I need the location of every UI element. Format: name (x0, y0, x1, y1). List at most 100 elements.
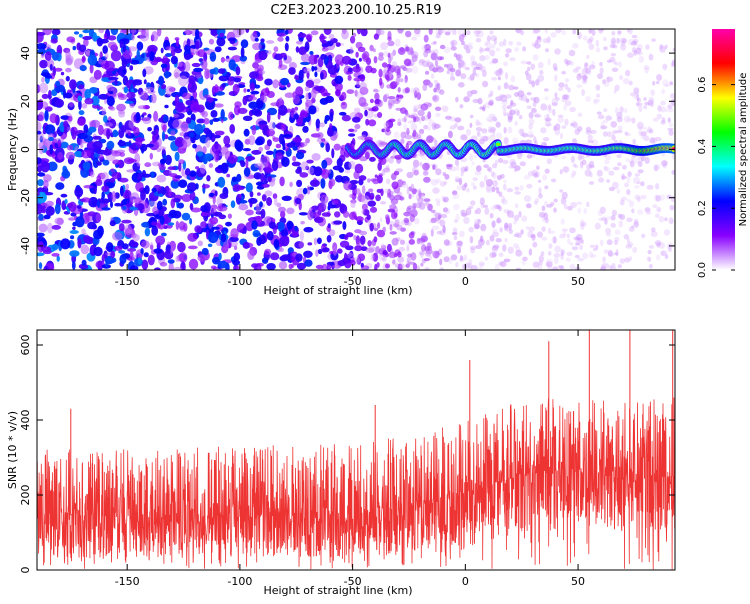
noise-blob (292, 137, 303, 143)
noise-blob (229, 40, 236, 44)
noise-blob (360, 195, 370, 204)
noise-blob (373, 33, 379, 40)
noise-blob (227, 154, 238, 164)
noise-blob (405, 242, 410, 248)
noise-blob (540, 127, 547, 134)
noise-blob (548, 108, 553, 114)
noise-blob (439, 219, 446, 227)
noise-blob (83, 235, 91, 243)
noise-blob (603, 36, 607, 42)
noise-blob (489, 235, 495, 242)
noise-blob (117, 140, 127, 147)
noise-blob (256, 236, 262, 246)
noise-blob (336, 157, 343, 168)
noise-blob (38, 111, 45, 122)
noise-blob (107, 257, 117, 264)
noise-blob (204, 68, 210, 80)
noise-blob (544, 185, 549, 190)
noise-blob (315, 249, 319, 257)
noise-blob (576, 84, 583, 88)
noise-blob (238, 186, 245, 191)
noise-blob (466, 128, 471, 136)
noise-blob (340, 101, 348, 110)
noise-blob (501, 104, 507, 110)
noise-blob (387, 30, 392, 40)
noise-blob (145, 143, 155, 148)
noise-blob (503, 209, 510, 214)
noise-blob (261, 194, 267, 202)
noise-blob (355, 51, 359, 58)
noise-blob (492, 180, 499, 187)
noise-blob (123, 86, 129, 94)
noise-blob (391, 237, 399, 246)
noise-blob (514, 120, 518, 126)
noise-blob (456, 240, 463, 246)
noise-blob (385, 178, 391, 185)
noise-blob (203, 94, 211, 99)
noise-blob (449, 125, 456, 130)
noise-blob (442, 196, 449, 203)
noise-blob (122, 205, 127, 210)
noise-blob (479, 235, 484, 243)
noise-blob (68, 217, 76, 221)
noise-blob (670, 218, 674, 224)
noise-blob (149, 51, 155, 62)
noise-blob (359, 156, 368, 162)
noise-blob (327, 128, 334, 137)
noise-blob (457, 247, 462, 254)
noise-blob (386, 84, 392, 89)
noise-blob (522, 46, 526, 52)
noise-blob (281, 195, 292, 201)
noise-blob (454, 176, 460, 183)
noise-blob (422, 162, 430, 171)
noise-blob (484, 207, 490, 215)
y-tick-label: 400 (19, 410, 32, 431)
noise-blob (600, 239, 604, 247)
noise-blob (125, 183, 129, 190)
noise-blob (51, 51, 59, 61)
noise-blob (580, 239, 584, 245)
noise-blob (634, 90, 639, 97)
noise-blob (80, 140, 84, 149)
noise-blob (230, 200, 236, 208)
noise-blob (637, 155, 641, 160)
noise-blob (551, 97, 559, 105)
noise-blob (154, 267, 161, 270)
noise-blob (65, 54, 74, 64)
noise-blob (640, 181, 645, 187)
noise-blob (610, 121, 617, 128)
noise-blob (360, 29, 368, 37)
y-tick-label: 600 (19, 335, 32, 356)
noise-blob (614, 239, 619, 246)
y-tick-label: -40 (19, 237, 32, 255)
noise-blob (548, 251, 552, 256)
noise-blob (408, 193, 412, 200)
noise-blob (54, 67, 63, 72)
noise-blob (150, 171, 155, 178)
noise-blob (405, 143, 409, 151)
noise-blob (508, 222, 512, 231)
noise-blob (270, 102, 281, 107)
noise-blob (419, 128, 425, 135)
noise-blob (504, 72, 509, 80)
noise-blob (397, 179, 404, 188)
noise-blob (457, 59, 465, 68)
x-tick-label: -150 (115, 575, 140, 588)
noise-blob (282, 134, 293, 138)
noise-blob (572, 121, 579, 129)
noise-blob (498, 69, 504, 76)
noise-blob (613, 266, 617, 270)
noise-blob (546, 158, 552, 165)
noise-blob (320, 142, 325, 148)
noise-blob (459, 257, 464, 263)
noise-blob (170, 130, 176, 137)
noise-blob (190, 207, 202, 213)
x-tick-label: 50 (571, 275, 585, 288)
noise-blob (182, 92, 192, 100)
noise-blob (634, 218, 639, 225)
noise-blob (369, 156, 376, 162)
noise-blob (626, 176, 631, 184)
noise-blob (480, 223, 487, 232)
noise-blob (514, 214, 520, 222)
noise-blob (39, 59, 48, 69)
